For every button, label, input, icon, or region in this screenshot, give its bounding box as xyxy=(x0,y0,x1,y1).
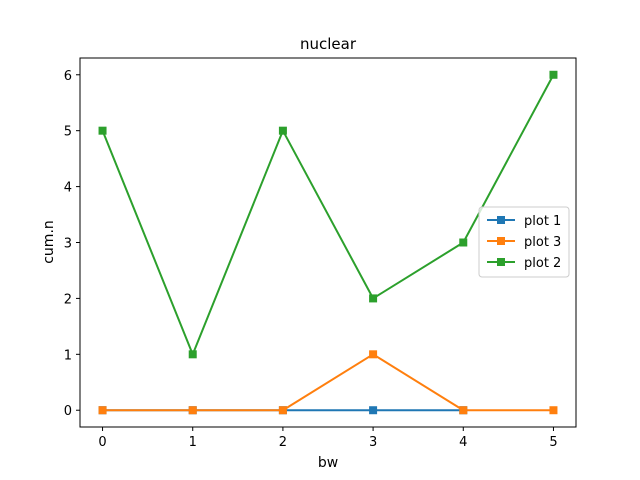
data-point-plot-2 xyxy=(188,350,197,359)
legend: plot 1 plot 3 plot 2 xyxy=(478,206,570,278)
legend-label: plot 3 xyxy=(524,235,561,250)
data-point-plot-3 xyxy=(278,406,287,415)
x-tick-label: 5 xyxy=(549,435,557,450)
y-axis: 0 1 2 3 4 5 6 xyxy=(64,69,80,419)
x-tick-label: 4 xyxy=(459,435,467,450)
data-point-plot-2 xyxy=(549,70,558,79)
x-tick-label: 1 xyxy=(189,435,197,450)
legend-marker xyxy=(497,237,505,245)
y-tick-label: 2 xyxy=(64,292,72,307)
data-point-plot-2 xyxy=(369,294,378,303)
data-point-plot-2 xyxy=(459,238,468,247)
x-axis-label: bw xyxy=(318,455,338,471)
x-tick-label: 2 xyxy=(279,435,287,450)
y-tick-label: 4 xyxy=(64,181,72,196)
legend-marker xyxy=(497,216,505,224)
legend-label: plot 2 xyxy=(524,256,561,271)
series-line-plot-2 xyxy=(101,74,555,356)
data-point-plot-3 xyxy=(98,406,107,415)
series-line-plot-3 xyxy=(102,353,554,412)
data-point-plot-3 xyxy=(549,406,558,415)
legend-label: plot 1 xyxy=(524,214,561,229)
data-point-plot-2 xyxy=(278,126,287,135)
y-tick-label: 5 xyxy=(64,125,72,140)
data-point-plot-2 xyxy=(98,126,107,135)
x-tick-label: 3 xyxy=(369,435,377,450)
chart-title: nuclear xyxy=(300,35,357,53)
data-point-plot-3 xyxy=(459,406,468,415)
x-tick-label: 0 xyxy=(98,435,106,450)
y-tick-label: 6 xyxy=(64,69,72,84)
data-point-plot-3 xyxy=(369,350,378,359)
y-tick-label: 0 xyxy=(64,404,72,419)
data-point-plot-3 xyxy=(188,406,197,415)
series-layer xyxy=(98,70,558,415)
data-point-plot-1 xyxy=(369,406,378,415)
y-axis-label: cum.n xyxy=(41,220,57,264)
y-tick-label: 1 xyxy=(64,348,72,363)
legend-marker xyxy=(497,258,505,266)
x-axis: 0 1 2 3 4 5 xyxy=(98,427,558,450)
y-tick-label: 3 xyxy=(64,237,72,252)
